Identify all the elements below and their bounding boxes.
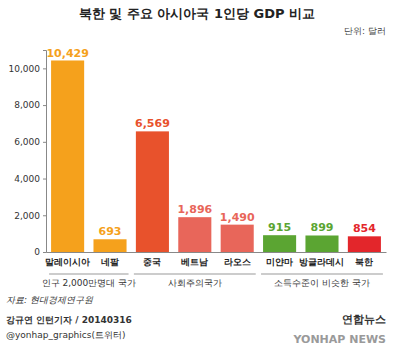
data-label: 899 bbox=[311, 221, 334, 234]
x-tick: 중국 bbox=[143, 252, 161, 267]
x-tick: 방글라데시 bbox=[299, 252, 344, 267]
bar bbox=[178, 217, 211, 252]
x-tick-label: 미얀마 bbox=[266, 257, 293, 267]
x-tick: 미얀마 bbox=[266, 252, 293, 267]
y-axis: 0 2,000 4,000 6,000 8,000 10,000 bbox=[9, 51, 47, 258]
title: 북한 및 주요 아시아국 1인당 GDP 비교 bbox=[79, 6, 315, 21]
y-axis-line bbox=[43, 51, 47, 253]
annotation: YONHAP NEWS bbox=[292, 333, 386, 346]
x-tick: 베트남 bbox=[181, 252, 208, 267]
group-label: 사회주의국가 bbox=[168, 278, 222, 288]
data-labels: 10,429 693 6,569 1,896 1,490 915 899 854 bbox=[46, 46, 376, 238]
y-tick-label: 8,000 bbox=[14, 100, 40, 110]
y-tick: 10,000 bbox=[9, 64, 47, 74]
x-tick-label: 북한 bbox=[355, 257, 373, 267]
bars bbox=[51, 60, 381, 252]
y-tick: 4,000 bbox=[14, 174, 46, 184]
y-tick-label: 4,000 bbox=[14, 174, 40, 184]
y-tick-mark bbox=[43, 252, 46, 253]
plot: 0 2,000 4,000 6,000 8,000 10,000 말레이시아 네팔 중국 베트남 라… bbox=[9, 46, 387, 288]
y-tick: 8,000 bbox=[14, 100, 46, 110]
x-tick: 북한 bbox=[355, 252, 373, 267]
y-tick-mark bbox=[43, 105, 46, 106]
y-tick-mark bbox=[43, 179, 46, 180]
y-tick-mark bbox=[43, 215, 46, 216]
data-label: 1,896 bbox=[177, 203, 212, 216]
data-label: 1,490 bbox=[220, 211, 255, 224]
x-tick-label: 베트남 bbox=[181, 257, 208, 267]
groups: 인구 2,000만명대 국가 사회주의국가 소득수준이 비슷한 국가 bbox=[42, 274, 383, 288]
bar bbox=[263, 235, 296, 252]
x-axis-line bbox=[47, 252, 387, 253]
x-tick-label: 방글라데시 bbox=[299, 257, 344, 267]
bar bbox=[51, 60, 84, 252]
data-label: 915 bbox=[268, 221, 291, 234]
group-bracket bbox=[261, 274, 383, 275]
y-tick-label: 0 bbox=[34, 247, 40, 257]
data-label: 6,569 bbox=[135, 117, 170, 130]
y-tick-label: 2,000 bbox=[14, 211, 40, 221]
x-tick: 라오스 bbox=[224, 252, 251, 267]
source: 자료: 현대경제연구원 bbox=[6, 295, 94, 305]
y-tick-label: 10,000 bbox=[9, 64, 41, 74]
x-tick-label: 네팔 bbox=[101, 257, 119, 267]
y-tick-label: 6,000 bbox=[14, 137, 40, 147]
y-tick-mark bbox=[43, 68, 46, 69]
x-axis: 말레이시아 네팔 중국 베트남 라오스 미얀마 방글라데시 북한 bbox=[45, 252, 386, 267]
x-tick-label: 중국 bbox=[143, 257, 161, 267]
chart: 북한 및 주요 아시아국 1인당 GDP 비교단위: 달러 0 2,000 4,000… bbox=[0, 0, 394, 353]
data-label: 10,429 bbox=[46, 46, 88, 59]
annotation: 연합뉴스 bbox=[342, 313, 386, 326]
group-label: 인구 2,000만명대 국가 bbox=[42, 278, 137, 288]
group-label: 소득수준이 비슷한 국가 bbox=[274, 278, 370, 288]
bar bbox=[136, 131, 169, 252]
x-tick-label: 라오스 bbox=[224, 257, 251, 267]
group-bracket bbox=[49, 274, 128, 275]
bar bbox=[348, 236, 381, 252]
group-bracket bbox=[134, 274, 256, 275]
annotation: @yonhap_graphics(트위터) bbox=[6, 330, 125, 340]
y-tick: 2,000 bbox=[14, 211, 46, 221]
y-tick-mark bbox=[43, 142, 46, 143]
bar bbox=[305, 235, 338, 252]
y-tick: 6,000 bbox=[14, 137, 46, 147]
bar bbox=[221, 225, 254, 252]
y-tick: 0 bbox=[34, 247, 46, 257]
data-label: 693 bbox=[99, 225, 122, 238]
x-tick: 네팔 bbox=[101, 252, 119, 267]
bar bbox=[93, 239, 126, 252]
subtitle: 단위: 달러 bbox=[344, 26, 386, 36]
data-label: 854 bbox=[353, 222, 376, 235]
x-tick-label: 말레이시아 bbox=[45, 257, 90, 267]
x-tick: 말레이시아 bbox=[45, 252, 90, 267]
annotation: 강규연 인턴기자 / 20140316 bbox=[6, 315, 132, 325]
